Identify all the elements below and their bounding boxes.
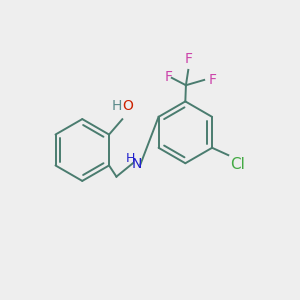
Text: N: N xyxy=(132,157,142,171)
Text: F: F xyxy=(184,52,192,66)
Text: H: H xyxy=(112,99,122,113)
Text: O: O xyxy=(122,99,133,113)
Text: H: H xyxy=(126,152,135,165)
Text: F: F xyxy=(208,73,216,87)
Text: F: F xyxy=(164,70,172,84)
Text: Cl: Cl xyxy=(230,157,245,172)
